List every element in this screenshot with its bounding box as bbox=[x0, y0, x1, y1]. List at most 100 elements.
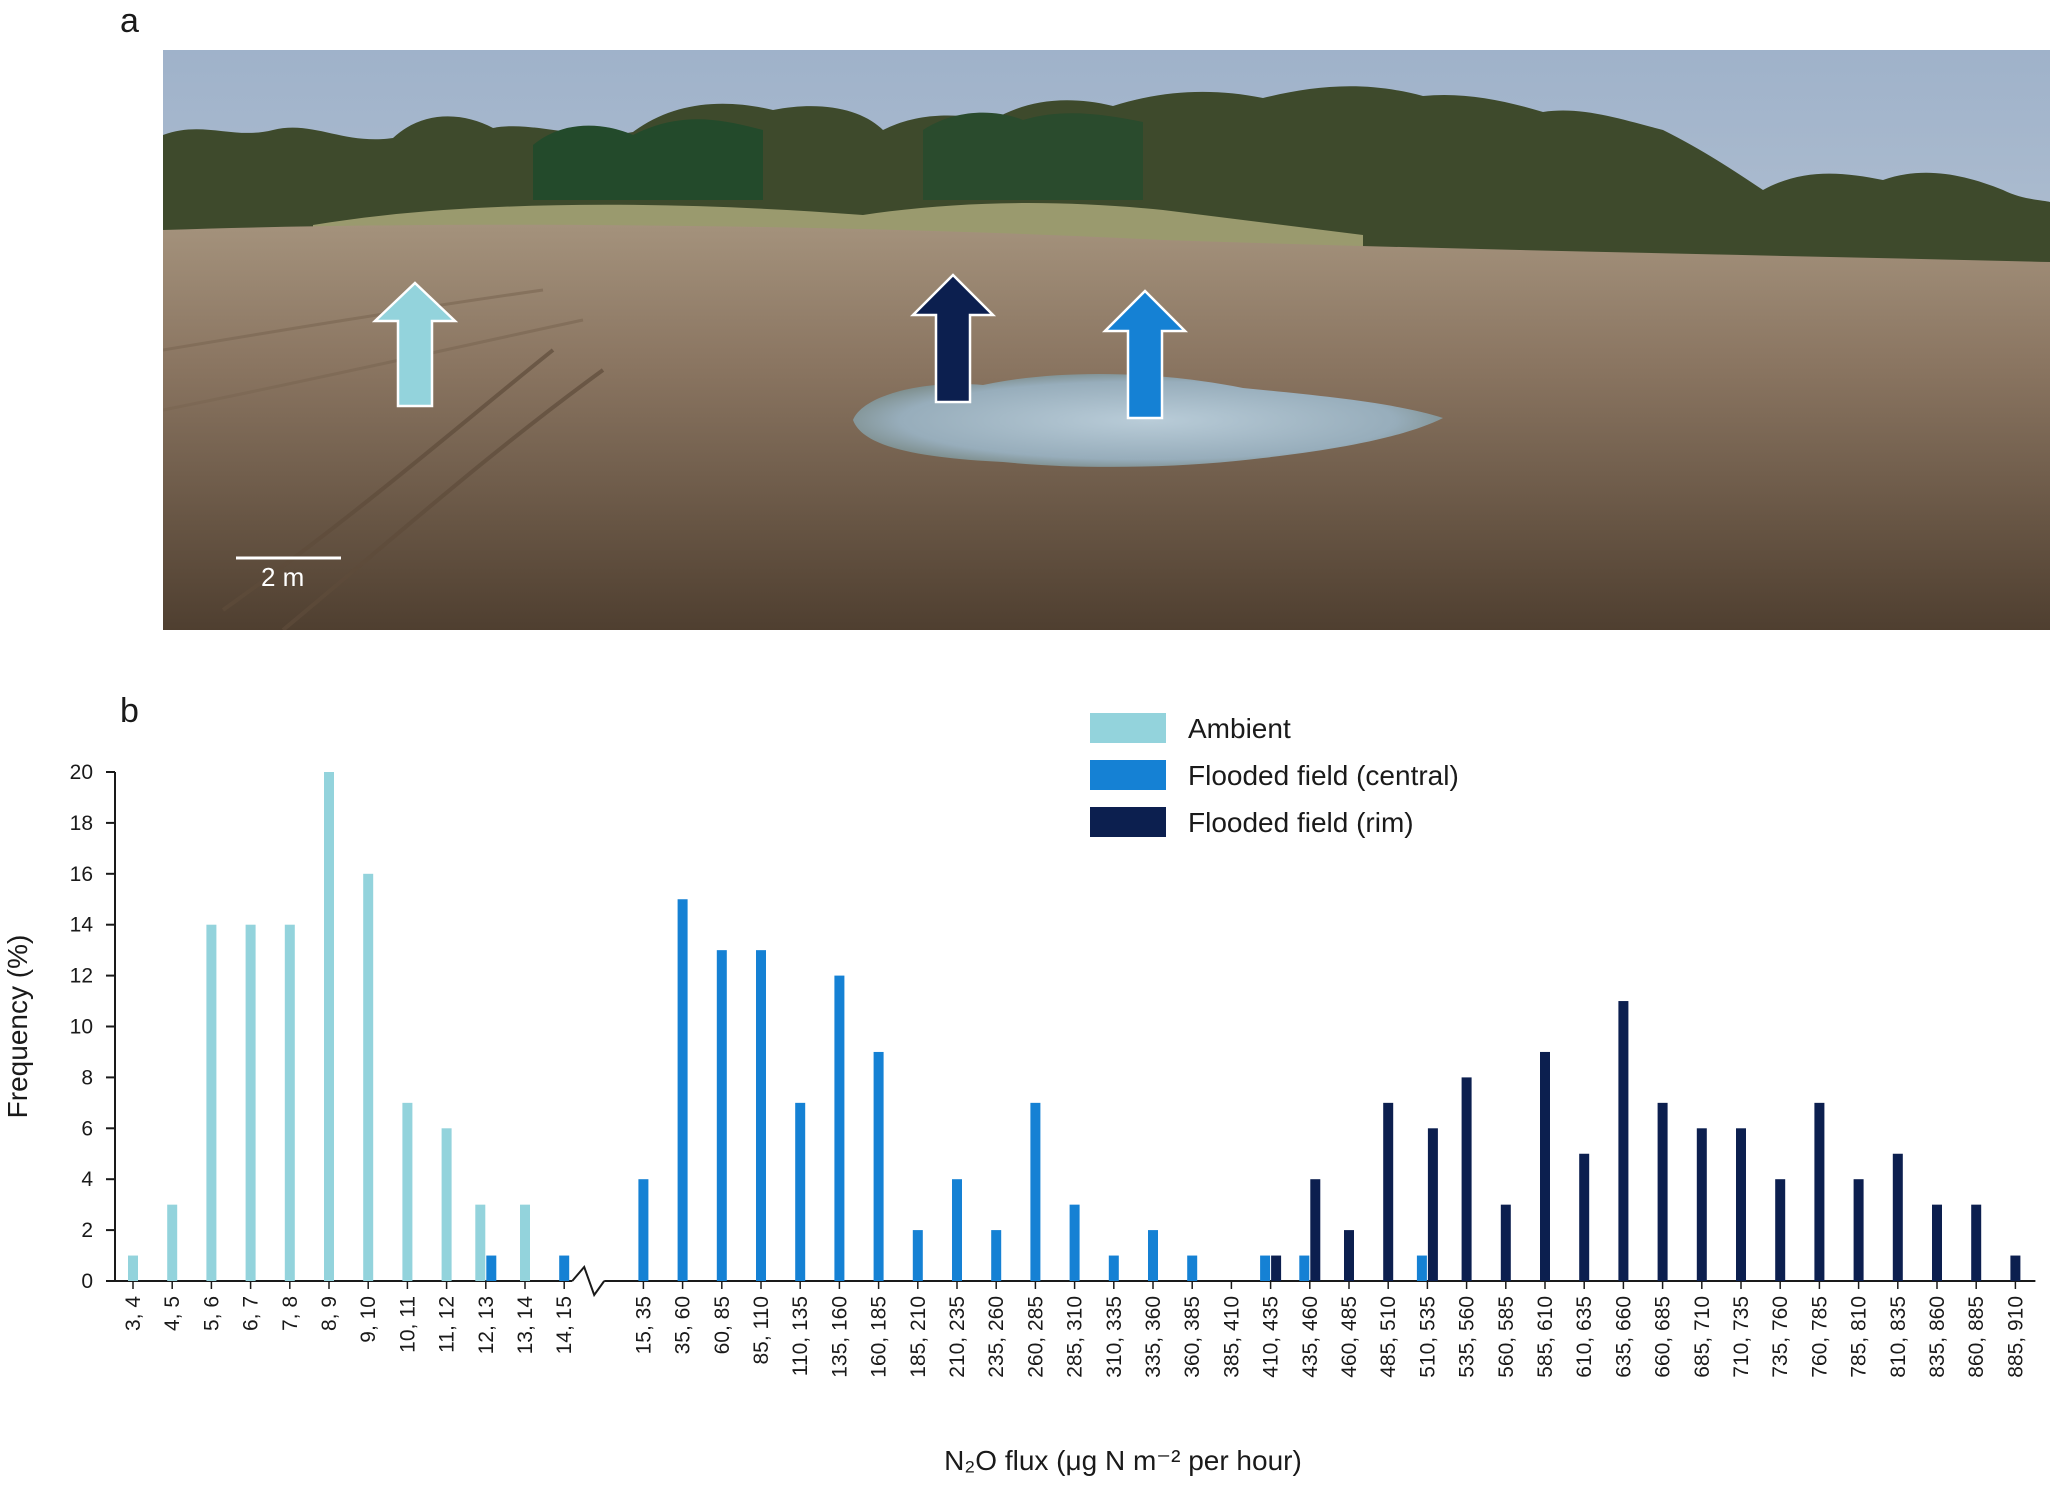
panel-b-label: b bbox=[120, 692, 139, 730]
x-tick-label: 610, 635 bbox=[1573, 1296, 1596, 1378]
legend-swatch bbox=[1090, 760, 1166, 790]
bar-flooded-field-central- bbox=[756, 950, 766, 1281]
legend-swatch bbox=[1090, 807, 1166, 837]
legend-label: Flooded field (central) bbox=[1188, 760, 1459, 791]
field-photo: 2 m bbox=[162, 50, 2050, 632]
y-tick-label: 6 bbox=[81, 1117, 93, 1140]
bar-flooded-field-central- bbox=[1260, 1255, 1271, 1281]
x-tick-label: 6, 7 bbox=[240, 1296, 263, 1331]
x-tick-label: 15, 35 bbox=[632, 1296, 655, 1354]
y-tick-label: 18 bbox=[70, 812, 93, 835]
bar-ambient bbox=[402, 1102, 413, 1281]
bar-flooded-field-rim- bbox=[1657, 1102, 1668, 1281]
bar-flooded-field-rim- bbox=[1344, 1230, 1354, 1281]
bar-flooded-field-central- bbox=[638, 1179, 649, 1281]
x-tick-label: 385, 410 bbox=[1220, 1296, 1243, 1378]
field-photo-illustration bbox=[162, 50, 2050, 632]
bar-flooded-field-central- bbox=[1299, 1255, 1310, 1281]
bar-flooded-field-central- bbox=[873, 1051, 884, 1281]
y-tick-label: 20 bbox=[70, 761, 93, 784]
bar-flooded-field-central- bbox=[1416, 1255, 1427, 1281]
x-tick-label: 4, 5 bbox=[161, 1296, 184, 1331]
bar-flooded-field-rim- bbox=[1736, 1128, 1746, 1281]
x-tick-label: 860, 885 bbox=[1965, 1296, 1988, 1378]
x-tick-label: 585, 610 bbox=[1534, 1296, 1557, 1378]
x-tick-label: 135, 160 bbox=[828, 1296, 851, 1378]
x-axis-label: N₂O flux (μg N m⁻² per hour) bbox=[944, 1445, 1302, 1476]
bar-flooded-field-central- bbox=[834, 975, 845, 1281]
y-tick-label: 4 bbox=[81, 1168, 93, 1191]
y-tick-label: 8 bbox=[81, 1066, 93, 1089]
x-tick-label: 260, 285 bbox=[1024, 1296, 1047, 1378]
x-tick-label: 710, 735 bbox=[1730, 1296, 1753, 1378]
x-tick-label: 60, 85 bbox=[711, 1296, 734, 1354]
bar-flooded-field-central- bbox=[912, 1230, 923, 1281]
bar-flooded-field-rim- bbox=[1500, 1204, 1511, 1281]
x-tick-label: 7, 8 bbox=[279, 1296, 302, 1331]
x-tick-label: 685, 710 bbox=[1691, 1296, 1714, 1378]
x-tick-label: 885, 910 bbox=[2004, 1296, 2027, 1378]
bar-ambient bbox=[363, 873, 374, 1281]
x-tick-label: 35, 60 bbox=[672, 1296, 695, 1354]
bar-flooded-field-central- bbox=[677, 899, 688, 1281]
bar-ambient bbox=[206, 924, 217, 1281]
bar-flooded-field-rim- bbox=[2010, 1255, 2021, 1281]
bar-flooded-field-rim- bbox=[1540, 1051, 1550, 1281]
rim-arrow bbox=[909, 273, 997, 404]
bar-flooded-field-rim- bbox=[1579, 1153, 1590, 1281]
bar-flooded-field-central- bbox=[1187, 1255, 1198, 1281]
x-tick-label: 13, 14 bbox=[514, 1296, 537, 1355]
bar-flooded-field-rim- bbox=[1271, 1255, 1282, 1281]
x-tick-label: 510, 535 bbox=[1416, 1296, 1439, 1378]
central-arrow bbox=[1101, 289, 1189, 420]
x-tick-label: 310, 335 bbox=[1103, 1296, 1126, 1378]
x-tick-label: 810, 835 bbox=[1887, 1296, 1910, 1378]
bar-ambient bbox=[245, 924, 256, 1281]
x-tick-label: 785, 810 bbox=[1848, 1296, 1871, 1378]
bar-ambient bbox=[475, 1204, 486, 1281]
bar-flooded-field-central- bbox=[795, 1102, 806, 1281]
y-tick-label: 14 bbox=[70, 914, 94, 937]
x-tick-label: 435, 460 bbox=[1299, 1296, 1322, 1378]
bar-ambient bbox=[520, 1204, 530, 1281]
bar-flooded-field-central- bbox=[1030, 1102, 1041, 1281]
x-tick-label: 3, 4 bbox=[122, 1296, 145, 1331]
y-tick-label: 16 bbox=[70, 863, 93, 886]
bar-flooded-field-rim- bbox=[1310, 1179, 1321, 1281]
bar-flooded-field-central- bbox=[1108, 1255, 1119, 1281]
x-tick-label: 285, 310 bbox=[1064, 1296, 1087, 1378]
bar-flooded-field-rim- bbox=[1853, 1179, 1864, 1281]
bar-ambient bbox=[441, 1128, 452, 1281]
bar-flooded-field-rim- bbox=[1814, 1102, 1825, 1281]
x-tick-label: 9, 10 bbox=[357, 1296, 380, 1343]
x-tick-label: 735, 760 bbox=[1769, 1296, 1792, 1378]
axis-break-mark bbox=[571, 1265, 606, 1298]
x-tick-label: 835, 860 bbox=[1926, 1296, 1949, 1378]
bar-flooded-field-central- bbox=[1148, 1230, 1158, 1281]
x-tick-label: 560, 585 bbox=[1495, 1296, 1518, 1378]
x-tick-label: 635, 660 bbox=[1612, 1296, 1635, 1378]
bar-ambient bbox=[324, 772, 334, 1281]
bar-ambient bbox=[128, 1255, 138, 1281]
x-tick-label: 11, 12 bbox=[436, 1296, 459, 1353]
x-tick-label: 12, 13 bbox=[475, 1296, 498, 1354]
x-tick-label: 535, 560 bbox=[1456, 1296, 1479, 1378]
bar-flooded-field-central- bbox=[559, 1255, 570, 1281]
flux-histogram: 0 2 4 6 8 10 12 14 16 18 20 Frequency (%) 3, 4 4, 5 5,… bbox=[0, 690, 2050, 1489]
bar-flooded-field-rim- bbox=[1427, 1128, 1438, 1281]
x-tick-label: 210, 235 bbox=[946, 1296, 969, 1378]
flooded-patch bbox=[853, 373, 1443, 467]
x-tick-label: 160, 185 bbox=[868, 1296, 891, 1378]
x-tick-label: 235, 260 bbox=[985, 1296, 1008, 1378]
panel-a-label: a bbox=[120, 2, 139, 40]
x-tick-label: 760, 785 bbox=[1808, 1296, 1831, 1378]
x-tick-label: 360, 385 bbox=[1181, 1296, 1204, 1378]
bar-flooded-field-rim- bbox=[1461, 1077, 1472, 1281]
bar-flooded-field-central- bbox=[952, 1179, 962, 1281]
bar-flooded-field-central- bbox=[486, 1255, 497, 1281]
bar-flooded-field-central- bbox=[991, 1230, 1002, 1281]
x-tick-label: 85, 110 bbox=[750, 1296, 773, 1365]
bar-flooded-field-rim- bbox=[1971, 1204, 1982, 1281]
bar-flooded-field-central- bbox=[716, 950, 727, 1281]
x-tick-label: 335, 360 bbox=[1142, 1296, 1165, 1378]
